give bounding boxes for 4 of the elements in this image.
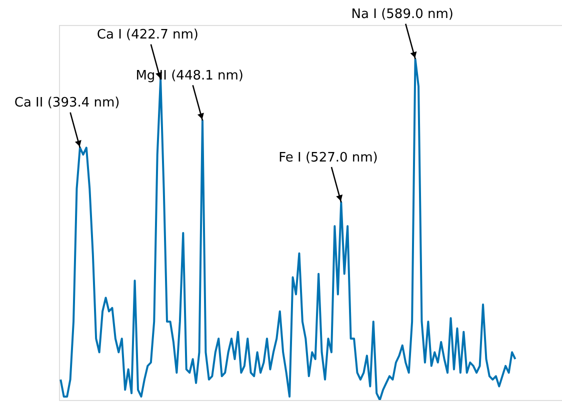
- annotation: Fe I (527.0 nm): [278, 150, 378, 166]
- text: Ca I (422.7 nm): [96, 28, 198, 43]
- annotation: Ca II (393.4 nm): [14, 96, 120, 111]
- text: Na I (589.0 nm): [351, 7, 454, 22]
